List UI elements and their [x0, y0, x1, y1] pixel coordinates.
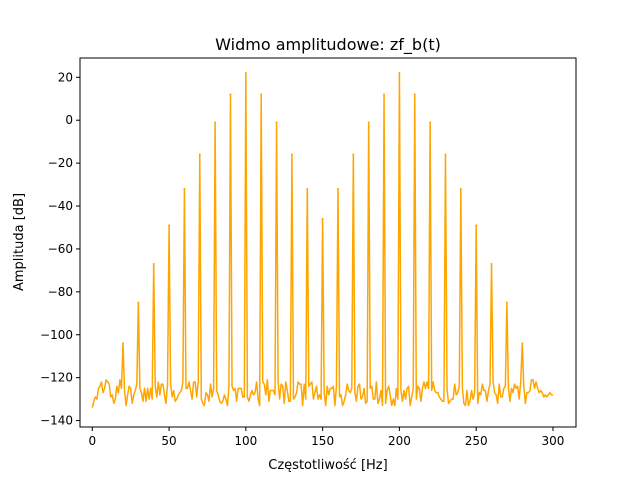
- spectral-peak-point: [398, 72, 401, 75]
- y-tick-label: −40: [48, 199, 73, 213]
- spectral-peak-point: [490, 262, 493, 265]
- x-tick-label: 0: [88, 434, 96, 448]
- spectral-peak-point: [383, 93, 386, 96]
- y-tick-label: −120: [40, 371, 73, 385]
- spectral-peak-point: [183, 187, 186, 190]
- x-tick-label: 50: [161, 434, 176, 448]
- x-axis-label: Częstotliwość [Hz]: [268, 458, 387, 473]
- spectral-peak-point: [475, 224, 478, 227]
- plot-area: [79, 57, 577, 428]
- spectral-peak-point: [336, 187, 339, 190]
- spectral-peak-point: [137, 301, 140, 304]
- spectral-peak-point: [459, 187, 462, 190]
- x-tick-label: 200: [388, 434, 411, 448]
- spectral-peak-point: [306, 187, 309, 190]
- spectral-peak-point: [229, 93, 232, 96]
- x-tick-label: 100: [234, 434, 257, 448]
- spectral-peak-point: [352, 153, 355, 156]
- spectral-peak-point: [152, 262, 155, 265]
- y-tick-label: −60: [48, 242, 73, 256]
- y-axis-label: Amplituda [dB]: [12, 193, 27, 291]
- x-axis: 0 50 100 150 200 250 300: [88, 427, 564, 448]
- spectral-peak-point: [444, 153, 447, 156]
- spectral-peak-point: [521, 342, 524, 345]
- spectral-peak-point: [260, 93, 263, 96]
- spectral-peak-point: [505, 301, 508, 304]
- spectral-peak-point: [122, 342, 124, 345]
- spectral-peak-point: [321, 217, 324, 220]
- spectral-peak-point: [413, 93, 416, 96]
- spectral-peak-point: [275, 121, 278, 124]
- y-axis: 20 0 −20 −40 −60 −80 −100 −120 −140: [40, 70, 80, 428]
- spectral-peak-point: [429, 121, 432, 124]
- x-tick-label: 250: [465, 434, 488, 448]
- y-tick-label: −140: [40, 414, 73, 428]
- y-tick-label: 0: [65, 113, 73, 127]
- y-tick-label: −80: [48, 285, 73, 299]
- spectral-peak-point: [367, 121, 370, 124]
- y-tick-label: −100: [40, 328, 73, 342]
- x-tick-label: 300: [542, 434, 565, 448]
- series-layer: [91, 72, 553, 408]
- spectral-peak-point: [198, 153, 201, 156]
- spectral-peak-point: [168, 224, 171, 227]
- axes-frame: [79, 57, 577, 428]
- spectral-peak-point: [290, 153, 293, 156]
- y-tick-label: 20: [58, 70, 73, 84]
- x-tick-label: 150: [311, 434, 334, 448]
- spectral-peak-point: [214, 121, 217, 124]
- y-tick-label: −20: [48, 156, 73, 170]
- spectral-peak-point: [244, 72, 247, 75]
- chart-title: Widmo amplitudowe: zf_b(t): [215, 35, 441, 55]
